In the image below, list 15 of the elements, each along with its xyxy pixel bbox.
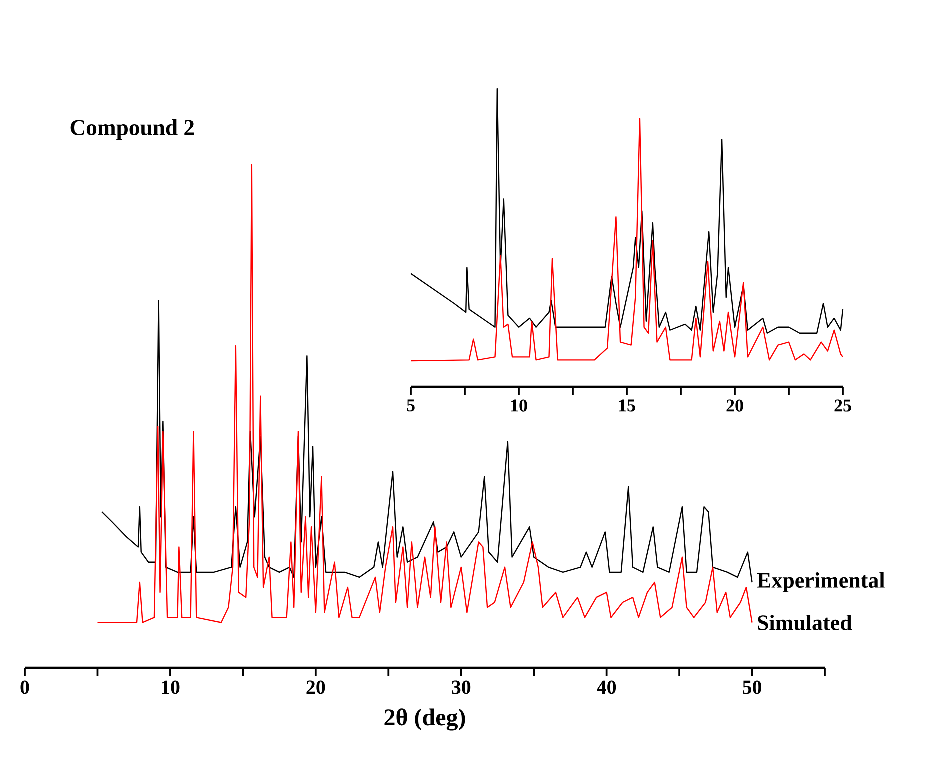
x-tick-label: 0: [20, 680, 30, 694]
x-tick-label: 5: [407, 400, 415, 412]
x-tick-label: 20: [306, 680, 326, 694]
x-tick-label: 20: [726, 400, 744, 412]
x-tick-label: 30: [452, 680, 471, 694]
x-tick-label: 15: [619, 400, 636, 412]
x-axis-title: 2θ (deg): [384, 708, 466, 731]
x-tick-label: 40: [597, 680, 616, 694]
x-tick-label: 50: [743, 680, 762, 694]
x-tick-label: 25: [834, 400, 852, 412]
x-tick-label: 10: [162, 680, 180, 694]
chart-title: Compound 2: [70, 120, 194, 140]
x-tick-label: 10: [511, 400, 528, 412]
series-label: Experimental: [757, 572, 885, 592]
series-label: Simulated: [758, 614, 852, 630]
